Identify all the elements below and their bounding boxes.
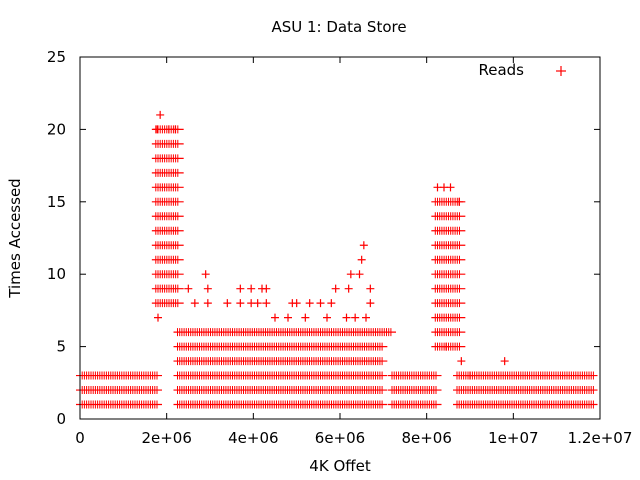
y-axis-title: Times Accessed <box>6 178 24 298</box>
data-point <box>247 284 256 293</box>
y-tick-label: 5 <box>56 338 66 356</box>
data-point <box>500 357 509 366</box>
legend: Reads <box>478 61 566 79</box>
y-tick-label: 0 <box>56 410 66 428</box>
x-tick-label: 1.2e+07 <box>568 429 633 447</box>
data-point <box>323 313 331 322</box>
data-point <box>271 313 279 322</box>
data-point <box>331 284 340 293</box>
data-band-markers <box>155 284 179 293</box>
data-band-markers <box>434 284 460 293</box>
data-band-markers <box>434 241 460 250</box>
data-point <box>203 299 212 308</box>
data-band-markers <box>434 313 460 322</box>
data-point <box>362 313 370 322</box>
data-point <box>253 299 262 308</box>
data-band-markers <box>391 386 437 395</box>
data-point <box>357 255 366 264</box>
data-point <box>223 299 232 308</box>
data-band-markers <box>155 197 179 206</box>
x-tick-label: 8e+06 <box>401 429 451 447</box>
data-point <box>203 284 212 293</box>
data-point <box>342 313 351 322</box>
data-point <box>301 313 310 322</box>
data-point <box>351 313 360 322</box>
series-reads-points <box>76 110 598 409</box>
data-band-markers <box>155 299 179 308</box>
data-point <box>236 299 245 308</box>
data-band-markers <box>434 299 460 308</box>
data-point <box>366 284 375 293</box>
data-band-markers <box>391 371 437 380</box>
data-point <box>346 270 355 279</box>
data-point <box>184 284 193 293</box>
data-band-markers <box>177 371 383 380</box>
data-point <box>305 299 314 308</box>
data-band-markers <box>434 212 460 221</box>
data-point <box>355 270 364 279</box>
data-band-markers <box>434 226 460 235</box>
data-point <box>366 299 375 308</box>
y-tick-label: 15 <box>47 193 66 211</box>
data-band-markers <box>391 400 437 409</box>
data-band-markers <box>155 226 179 235</box>
data-point <box>359 241 368 250</box>
data-point <box>201 270 210 279</box>
data-band-markers <box>177 400 383 409</box>
legend-marker-reads <box>556 66 566 76</box>
x-tick-label: 4e+06 <box>228 429 278 447</box>
chart-title: ASU 1: Data Store <box>271 18 406 36</box>
x-tick-label: 2e+06 <box>141 429 191 447</box>
data-band-markers <box>434 270 460 279</box>
y-tick-label: 20 <box>47 120 66 138</box>
data-point <box>284 313 292 322</box>
data-band-markers <box>155 154 179 163</box>
data-point <box>171 125 180 134</box>
legend-label-reads: Reads <box>478 61 524 79</box>
data-band-markers <box>434 255 460 264</box>
data-point <box>190 299 199 308</box>
data-point <box>292 299 301 308</box>
data-point <box>455 197 464 206</box>
data-point <box>153 125 162 134</box>
data-point <box>327 299 336 308</box>
data-point <box>457 357 466 366</box>
data-point <box>344 284 353 293</box>
data-point <box>236 284 245 293</box>
data-point <box>466 371 474 380</box>
data-band-markers <box>177 357 383 366</box>
x-axis-title: 4K Offet <box>309 457 371 475</box>
data-band-markers <box>155 139 179 148</box>
data-point <box>446 183 455 192</box>
x-tick-label: 1e+07 <box>488 429 538 447</box>
x-axis: 0 2e+06 4e+06 6e+06 8e+06 1e+07 1.2e+07 <box>75 57 632 447</box>
data-band-markers <box>155 241 179 250</box>
data-point <box>316 299 325 308</box>
data-point <box>442 342 451 351</box>
data-point <box>262 284 271 293</box>
data-band-markers <box>155 255 179 264</box>
data-band-markers <box>177 342 383 351</box>
data-band-markers <box>434 328 460 337</box>
data-band-markers <box>155 168 179 177</box>
data-band-markers <box>155 212 179 221</box>
x-tick-label: 0 <box>75 429 85 447</box>
data-band-markers <box>456 400 594 409</box>
data-band-markers <box>177 328 392 337</box>
x-tick-label: 6e+06 <box>315 429 365 447</box>
data-point <box>156 110 165 119</box>
y-axis: 0 5 10 15 20 25 <box>47 48 600 428</box>
y-tick-label: 25 <box>47 48 66 66</box>
data-band-markers <box>177 386 383 395</box>
data-point <box>262 299 271 308</box>
data-point <box>154 313 162 322</box>
data-band-markers <box>155 270 179 279</box>
y-tick-label: 10 <box>47 265 66 283</box>
data-band-markers <box>456 386 594 395</box>
data-band-markers <box>155 183 179 192</box>
